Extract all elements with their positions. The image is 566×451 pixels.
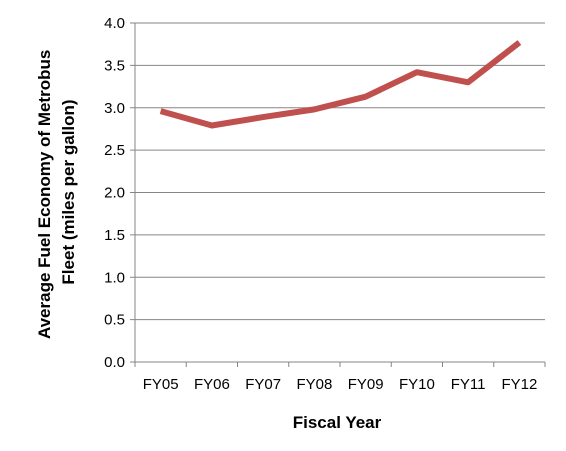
y-tick-label: 4.0 <box>104 15 125 32</box>
x-tick-label: FY06 <box>194 376 230 393</box>
y-tick-label: 3.5 <box>104 57 125 74</box>
y-axis-title-line1: Average Fuel Economy of Metrobus <box>35 50 54 339</box>
y-tick-label: 1.5 <box>104 227 125 244</box>
y-tick-label: 3.0 <box>104 100 125 117</box>
x-tick-label: FY12 <box>501 376 537 393</box>
y-tick-label: 0.5 <box>104 312 125 329</box>
x-tick-labels: FY05 FY06 FY07 FY08 FY09 FY10 FY11 FY12 <box>143 376 538 393</box>
x-tick-label: FY11 <box>451 376 486 393</box>
y-tick-label: 2.5 <box>104 142 125 159</box>
x-tick-label: FY07 <box>245 376 281 393</box>
y-tick-labels: 0.0 0.5 1.0 1.5 2.0 2.5 3.0 3.5 4.0 <box>104 15 125 371</box>
x-tick-label: FY09 <box>348 376 384 393</box>
axes <box>130 22 546 367</box>
series-line <box>159 40 522 129</box>
series-lines <box>159 40 522 129</box>
y-axis-title: Average Fuel Economy of Metrobus Fleet (… <box>35 45 78 339</box>
y-tick-label: 1.0 <box>104 269 125 286</box>
x-tick-label: FY10 <box>399 376 435 393</box>
gridlines <box>135 22 545 321</box>
y-axis-title-line2: Fleet (miles per gallon) <box>59 99 78 284</box>
y-tick-label: 2.0 <box>104 185 125 202</box>
x-tick-label: FY05 <box>143 376 179 393</box>
y-tick-label: 0.0 <box>104 354 125 371</box>
x-axis-title: Fiscal Year <box>293 413 382 432</box>
x-tick-label: FY08 <box>296 376 332 393</box>
